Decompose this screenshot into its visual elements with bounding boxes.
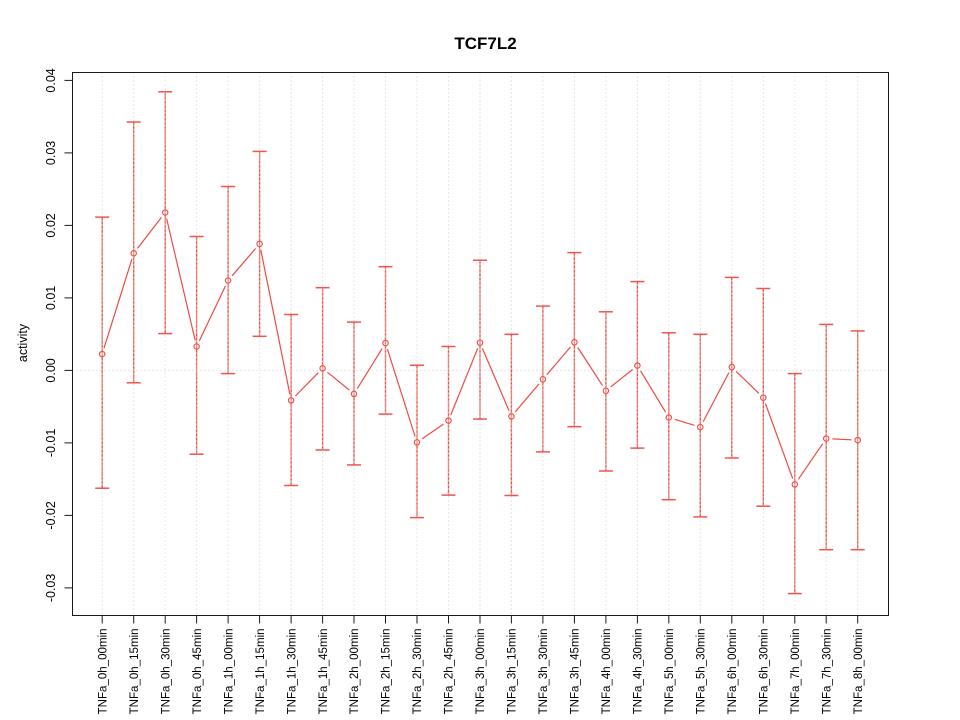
- svg-text:TNFa_1h_15min: TNFa_1h_15min: [255, 628, 267, 714]
- svg-text:TNFa_2h_15min: TNFa_2h_15min: [381, 628, 393, 714]
- svg-text:0.02: 0.02: [44, 213, 58, 237]
- svg-text:TNFa_0h_15min: TNFa_0h_15min: [129, 628, 141, 714]
- svg-text:-0.01: -0.01: [44, 429, 58, 458]
- svg-text:TNFa_0h_45min: TNFa_0h_45min: [192, 628, 204, 714]
- svg-text:0.00: 0.00: [44, 358, 58, 382]
- svg-text:TNFa_2h_00min: TNFa_2h_00min: [349, 628, 361, 714]
- svg-text:0.04: 0.04: [44, 68, 58, 92]
- svg-text:TNFa_5h_00min: TNFa_5h_00min: [664, 628, 676, 714]
- svg-text:TNFa_3h_15min: TNFa_3h_15min: [507, 628, 519, 714]
- svg-text:TNFa_8h_00min: TNFa_8h_00min: [853, 628, 865, 714]
- svg-text:activity: activity: [16, 323, 30, 362]
- svg-text:TNFa_6h_00min: TNFa_6h_00min: [727, 628, 739, 714]
- svg-text:TNFa_6h_30min: TNFa_6h_30min: [759, 628, 771, 714]
- svg-text:TNFa_1h_45min: TNFa_1h_45min: [318, 628, 330, 714]
- svg-text:TNFa_1h_30min: TNFa_1h_30min: [286, 628, 298, 714]
- svg-text:TNFa_5h_30min: TNFa_5h_30min: [696, 628, 708, 714]
- svg-text:TNFa_7h_00min: TNFa_7h_00min: [790, 628, 802, 714]
- svg-text:TNFa_3h_30min: TNFa_3h_30min: [538, 628, 550, 714]
- svg-text:TNFa_7h_30min: TNFa_7h_30min: [821, 628, 833, 714]
- svg-text:TNFa_4h_00min: TNFa_4h_00min: [601, 628, 613, 714]
- svg-text:-0.03: -0.03: [44, 574, 58, 603]
- svg-text:TNFa_1h_00min: TNFa_1h_00min: [223, 628, 235, 714]
- svg-text:TNFa_0h_00min: TNFa_0h_00min: [97, 628, 109, 714]
- svg-text:0.03: 0.03: [44, 141, 58, 165]
- svg-text:TNFa_0h_30min: TNFa_0h_30min: [160, 628, 172, 714]
- svg-text:TNFa_2h_30min: TNFa_2h_30min: [412, 628, 424, 714]
- svg-text:TNFa_3h_00min: TNFa_3h_00min: [475, 628, 487, 714]
- svg-text:-0.02: -0.02: [44, 501, 58, 530]
- svg-text:TNFa_4h_30min: TNFa_4h_30min: [633, 628, 645, 714]
- svg-text:TNFa_3h_45min: TNFa_3h_45min: [570, 628, 582, 714]
- svg-text:TCF7L2: TCF7L2: [454, 34, 516, 53]
- svg-text:0.01: 0.01: [44, 286, 58, 310]
- svg-text:TNFa_2h_45min: TNFa_2h_45min: [444, 628, 456, 714]
